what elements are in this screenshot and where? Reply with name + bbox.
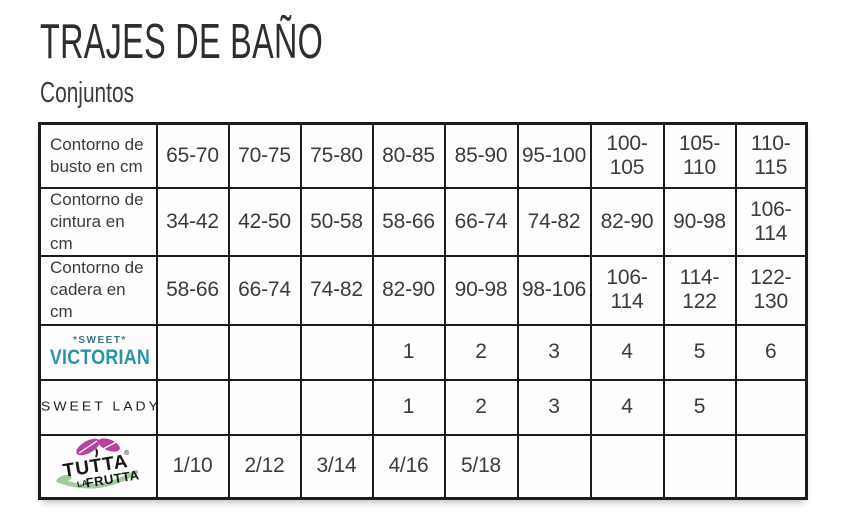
row-label-hip: Contorno de cadera en cm xyxy=(38,255,158,326)
table-cell: 65-70 xyxy=(155,122,230,189)
tutta-la-frutta-logo-art: TUTTA ® LA FRUTTA xyxy=(56,437,141,490)
sweet-lady-logo: SWEET LADY xyxy=(41,398,161,414)
table-cell: 74-82 xyxy=(516,186,592,258)
table-cell: 66-74 xyxy=(443,186,519,258)
table-cell: 5 xyxy=(662,323,737,381)
sweet-victorian-logo-top: *SWEET* xyxy=(72,334,127,346)
table-cell: 2/12 xyxy=(227,433,302,500)
table-cell: 5/18 xyxy=(443,433,519,500)
table-cell: 85-90 xyxy=(443,122,519,189)
table-cell: 3 xyxy=(516,323,592,381)
sweet-victorian-logo: *SWEET* VICTORIAN xyxy=(41,334,159,369)
la-wordmark: LA xyxy=(77,478,89,489)
table-cell xyxy=(155,378,230,436)
table-cell xyxy=(662,433,737,500)
row-label-waist: Contorno de cintura en cm xyxy=(38,186,158,258)
table-cell: 50-58 xyxy=(299,186,374,258)
table-cell xyxy=(734,433,808,500)
table-cell xyxy=(516,433,592,500)
table-cell xyxy=(589,433,665,500)
registered-mark: ® xyxy=(124,448,131,457)
table-cell: 100-105 xyxy=(589,122,665,189)
table-cell: 58-66 xyxy=(155,255,230,326)
table-cell xyxy=(227,323,302,381)
table-cell xyxy=(734,378,808,436)
table-cell: 1 xyxy=(371,323,446,381)
swoosh-icon xyxy=(58,469,139,489)
table-cell: 3/14 xyxy=(299,433,374,500)
table-cell: 95-100 xyxy=(516,122,592,189)
row-label-sweet-lady: SWEET LADY xyxy=(38,378,158,436)
table-row-hip: Contorno de cadera en cm 58-66 66-74 74-… xyxy=(38,255,808,326)
size-chart-table: Contorno de busto en cm 65-70 70-75 75-8… xyxy=(38,122,808,500)
table-cell xyxy=(227,378,302,436)
table-cell xyxy=(155,323,230,381)
sweet-victorian-logo-bottom: VICTORIAN xyxy=(49,345,150,369)
row-label-tutta-la-frutta: TUTTA ® LA FRUTTA xyxy=(38,433,158,500)
table-cell: 75-80 xyxy=(299,122,374,189)
table-cell: 82-90 xyxy=(589,186,665,258)
table-row-sweet-lady: SWEET LADY 1 2 3 4 5 xyxy=(38,378,808,436)
table-cell: 4 xyxy=(589,378,665,436)
table-cell: 110-115 xyxy=(734,122,808,189)
table-cell: 2 xyxy=(443,378,519,436)
page-subtitle: Conjuntos xyxy=(40,77,135,109)
table-cell: 5 xyxy=(662,378,737,436)
table-cell: 70-75 xyxy=(227,122,302,189)
row-label-sweet-victorian: *SWEET* VICTORIAN xyxy=(38,323,159,381)
table-row-waist: Contorno de cintura en cm 34-42 42-50 50… xyxy=(38,186,808,258)
table-cell: 90-98 xyxy=(443,255,519,326)
table-row-sweet-victorian: *SWEET* VICTORIAN 1 2 3 4 5 6 xyxy=(38,323,808,381)
leaf-vein-icon xyxy=(78,439,119,454)
table-cell xyxy=(299,323,374,381)
table-cell: 106-114 xyxy=(734,186,808,258)
page-title: TRAJES DE BAÑO xyxy=(40,15,324,69)
stem-icon xyxy=(95,448,99,457)
table-cell: 74-82 xyxy=(299,255,374,326)
table-row-tutta-la-frutta: TUTTA ® LA FRUTTA 1/10 2/12 3/14 4/16 5/… xyxy=(38,433,808,500)
table-row-bust: Contorno de busto en cm 65-70 70-75 75-8… xyxy=(38,122,808,189)
table-cell: 82-90 xyxy=(371,255,446,326)
table-cell: 106-114 xyxy=(589,255,665,326)
table-cell: 42-50 xyxy=(227,186,302,258)
table-cell: 4 xyxy=(589,323,665,381)
table-cell: 114-122 xyxy=(662,255,737,326)
table-cell: 66-74 xyxy=(227,255,302,326)
table-cell: 90-98 xyxy=(662,186,737,258)
tutta-la-frutta-logo: TUTTA ® LA FRUTTA xyxy=(46,436,150,492)
table-cell: 34-42 xyxy=(155,186,230,258)
table-cell: 1/10 xyxy=(155,433,230,500)
table-cell: 3 xyxy=(516,378,592,436)
table-cell: 105-110 xyxy=(662,122,737,189)
table-cell: 98-106 xyxy=(516,255,592,326)
table-cell: 1 xyxy=(371,378,446,436)
table-cell: 6 xyxy=(734,323,808,381)
table-cell: 4/16 xyxy=(371,433,446,500)
table-cell: 80-85 xyxy=(371,122,446,189)
table-cell xyxy=(299,378,374,436)
table-cell: 122-130 xyxy=(734,255,808,326)
table-cell: 58-66 xyxy=(371,186,446,258)
table-cell: 2 xyxy=(443,323,519,381)
row-label-bust: Contorno de busto en cm xyxy=(38,122,158,189)
